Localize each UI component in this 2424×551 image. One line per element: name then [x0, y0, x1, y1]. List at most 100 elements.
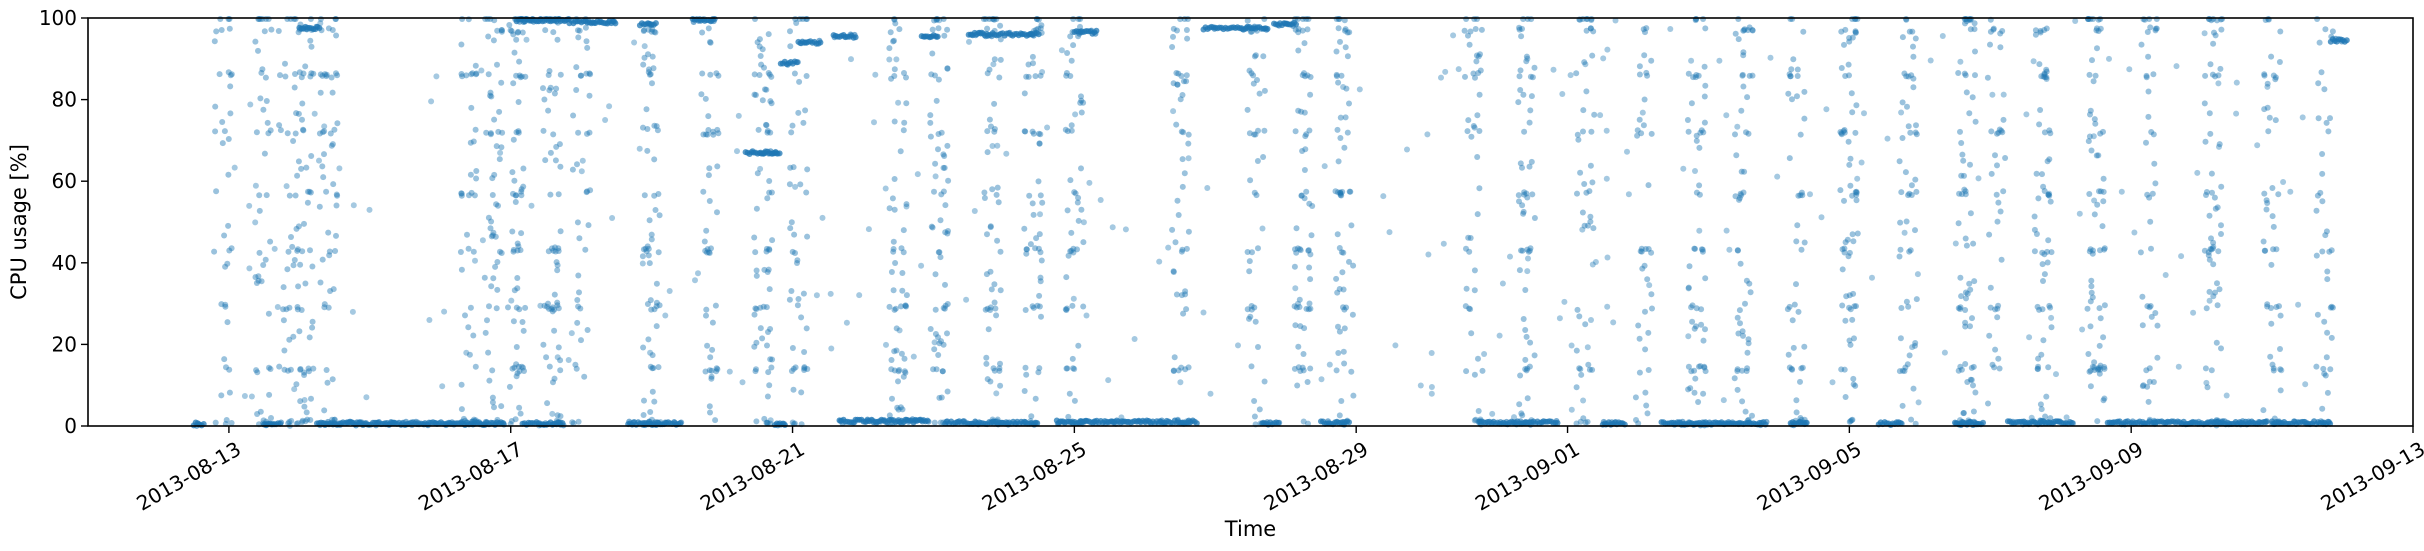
data-point — [1455, 66, 1462, 73]
data-point — [1349, 311, 1356, 318]
data-point — [1680, 165, 1687, 172]
data-point — [940, 164, 947, 171]
data-point — [1584, 16, 1591, 22]
data-point — [1080, 219, 1087, 226]
data-point — [2146, 16, 2153, 22]
data-point — [2002, 155, 2009, 161]
data-point — [1591, 111, 1598, 118]
data-point — [994, 237, 1001, 244]
data-point — [798, 314, 805, 321]
data-point — [1994, 162, 2000, 169]
data-point — [426, 317, 433, 323]
data-point — [1471, 417, 1478, 424]
data-point — [2215, 80, 2222, 87]
data-point — [2277, 312, 2284, 319]
data-point — [1295, 364, 1302, 371]
data-point — [1519, 202, 1526, 209]
data-point — [1693, 189, 1700, 196]
data-point — [2041, 71, 2048, 78]
data-point — [2041, 129, 2048, 136]
data-point — [1740, 27, 1747, 34]
data-point — [925, 418, 932, 425]
data-point — [1301, 109, 1308, 116]
data-point — [843, 319, 850, 326]
data-point — [506, 22, 513, 28]
data-point — [994, 184, 1001, 191]
data-point — [471, 416, 477, 423]
data-point — [515, 363, 522, 370]
data-point — [1716, 57, 1723, 64]
data-point — [306, 334, 313, 341]
data-point — [226, 389, 233, 396]
data-point — [306, 368, 312, 375]
data-point — [2203, 305, 2210, 312]
data-point — [852, 34, 859, 41]
data-point — [1302, 73, 1309, 80]
data-point — [2086, 248, 2093, 255]
data-point — [290, 333, 297, 340]
data-point — [2277, 346, 2283, 352]
data-point — [932, 160, 939, 167]
data-point — [488, 93, 495, 100]
data-point — [1693, 16, 1700, 22]
data-point — [550, 379, 556, 386]
data-point — [316, 157, 322, 164]
data-point — [1732, 30, 1739, 37]
data-point — [1292, 16, 1299, 22]
data-point — [1522, 366, 1529, 373]
data-point — [547, 84, 554, 91]
data-point — [1299, 27, 1306, 34]
data-point — [767, 417, 774, 424]
data-point — [918, 262, 925, 269]
data-point — [1685, 363, 1692, 370]
data-point — [1998, 256, 2005, 263]
data-point — [1912, 129, 1919, 136]
x-tick-label: 2013-09-09 — [2035, 437, 2148, 516]
data-point — [512, 416, 519, 423]
data-point — [211, 248, 218, 255]
data-point — [2100, 128, 2106, 135]
data-point — [764, 129, 771, 136]
data-point — [498, 403, 505, 410]
data-point — [1343, 304, 1350, 311]
data-point — [555, 191, 562, 198]
data-point — [944, 26, 951, 33]
data-point — [2261, 72, 2268, 79]
data-point — [2151, 160, 2158, 167]
data-point — [1177, 16, 1184, 23]
data-point — [1183, 306, 1190, 313]
data-point — [792, 183, 799, 190]
data-point — [225, 171, 232, 178]
data-point — [287, 366, 294, 373]
data-point — [295, 158, 302, 165]
data-point — [1037, 278, 1044, 285]
data-point — [752, 368, 759, 375]
data-point — [222, 263, 229, 270]
data-point — [2096, 342, 2103, 349]
data-point — [645, 245, 652, 252]
data-point — [1643, 402, 1650, 409]
data-point — [1182, 291, 1189, 298]
data-point — [2096, 188, 2102, 195]
data-point — [1467, 306, 1474, 313]
data-point — [932, 173, 939, 180]
data-point — [1992, 306, 1999, 313]
data-point — [466, 351, 473, 358]
data-point — [1989, 361, 1996, 368]
data-point — [1992, 152, 1998, 159]
data-point — [2086, 191, 2093, 197]
data-point — [228, 245, 235, 252]
data-point — [331, 126, 338, 133]
data-point — [753, 205, 760, 212]
data-point — [1899, 34, 1906, 41]
data-point — [1475, 408, 1482, 414]
data-point — [2039, 249, 2046, 256]
data-point — [649, 26, 656, 33]
data-point — [333, 191, 340, 198]
data-point — [1058, 47, 1065, 54]
data-point — [1852, 129, 1859, 136]
data-point — [2097, 366, 2104, 373]
data-point — [1641, 52, 1648, 59]
data-point — [707, 354, 714, 361]
data-point — [1348, 368, 1355, 375]
